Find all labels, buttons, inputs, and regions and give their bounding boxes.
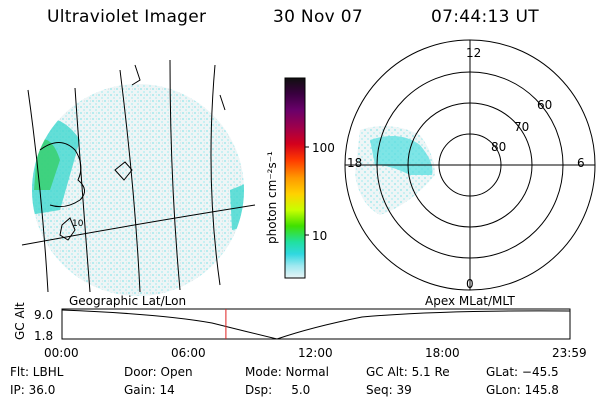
alt-xtick-0600: 06:00 (171, 346, 206, 360)
info-seq: Seq: 39 (366, 383, 412, 397)
mlat-label-60: 60 (537, 98, 553, 112)
colorbar-tick-100: 100 (312, 141, 335, 155)
mlt-label-0: 0 (466, 277, 474, 291)
mlt-label-18: 18 (347, 156, 363, 170)
info-glat: GLat: −45.5 (486, 365, 559, 379)
geo-panel-label: Geographic Lat/Lon (69, 294, 187, 308)
info-filter: Flt: LBHL (10, 365, 64, 379)
polar-mlat-mlt-panel (344, 39, 596, 291)
geographic-image-panel: 10 (21, 59, 256, 296)
instrument-title: Ultraviolet Imager (47, 7, 207, 27)
colorbar-tick-10: 10 (312, 229, 328, 243)
alt-xtick-1800: 18:00 (425, 346, 460, 360)
info-dsp: Dsp: 5.0 (245, 383, 311, 397)
alt-xtick-2359: 23:59 (552, 346, 587, 360)
mlat-label-70: 70 (514, 120, 530, 134)
mlt-label-6: 6 (577, 156, 585, 170)
observation-date: 30 Nov 07 (273, 7, 363, 27)
info-mode: Mode: Normal (245, 365, 329, 379)
polar-panel-label: Apex MLat/MLT (425, 294, 515, 308)
info-gain: Gain: 14 (124, 383, 175, 397)
info-door: Door: Open (124, 365, 193, 379)
mlat-label-80: 80 (491, 140, 507, 154)
geo-grid-label: 10 (72, 219, 84, 229)
info-gc-alt: GC Alt: 5.1 Re (366, 365, 450, 379)
alt-xtick-0000: 00:00 (44, 346, 79, 360)
alt-xtick-1200: 12:00 (298, 346, 333, 360)
info-glon: GLon: 145.8 (486, 383, 559, 397)
mlt-label-12: 12 (466, 46, 482, 60)
info-ip: IP: 36.0 (10, 383, 56, 397)
altitude-plot (61, 308, 571, 340)
observation-time: 07:44:13 UT (431, 7, 539, 27)
colorbar-label: photon cm⁻²s⁻¹ (265, 151, 279, 244)
alt-ymin: 1.8 (34, 329, 54, 343)
alt-ymax: 9.0 (34, 308, 54, 322)
alt-ylabel: GC Alt (13, 302, 27, 340)
colorbar (284, 77, 309, 279)
